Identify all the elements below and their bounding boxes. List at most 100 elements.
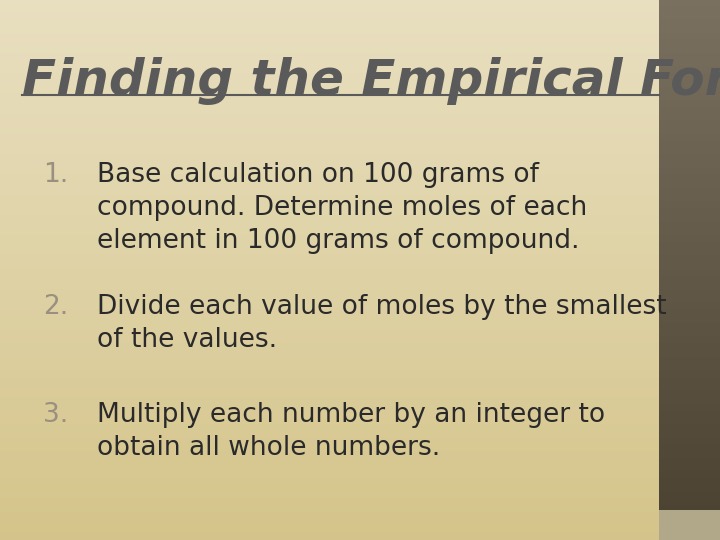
Bar	[0, 471, 659, 480]
Bar	[0, 6, 659, 14]
Bar	[659, 235, 720, 243]
Bar	[0, 424, 659, 432]
Bar	[0, 161, 659, 168]
Bar	[659, 140, 720, 148]
Bar	[0, 329, 659, 338]
Bar	[0, 114, 659, 122]
Bar	[0, 188, 659, 195]
Bar	[659, 114, 720, 122]
Bar	[0, 525, 659, 534]
Bar	[659, 120, 720, 128]
Bar	[0, 296, 659, 303]
Bar	[0, 309, 659, 317]
Bar	[659, 262, 720, 270]
Bar	[659, 208, 720, 216]
Bar	[659, 397, 720, 405]
Bar	[659, 39, 720, 47]
Bar	[0, 60, 659, 68]
Bar	[659, 458, 720, 465]
Bar	[659, 107, 720, 115]
Bar	[659, 370, 720, 378]
Bar	[0, 451, 659, 459]
Bar	[0, 431, 659, 438]
Text: Multiply each number by an integer to
obtain all whole numbers.: Multiply each number by an integer to ob…	[97, 402, 606, 461]
Bar	[0, 215, 659, 222]
Bar	[0, 195, 659, 202]
Bar	[659, 464, 720, 472]
Bar	[0, 53, 659, 60]
Text: Base calculation on 100 grams of
compound. Determine moles of each
element in 10: Base calculation on 100 grams of compoun…	[97, 162, 588, 254]
Text: Divide each value of moles by the smallest
of the values.: Divide each value of moles by the smalle…	[97, 294, 667, 353]
Bar	[0, 262, 659, 270]
Bar	[0, 417, 659, 426]
Bar	[659, 323, 720, 330]
Bar	[659, 134, 720, 141]
Bar	[659, 127, 720, 135]
Bar	[0, 181, 659, 189]
Bar	[0, 167, 659, 176]
Bar	[0, 120, 659, 128]
Bar	[0, 518, 659, 526]
Bar	[659, 471, 720, 480]
Text: Finding the Empirical Formula: Finding the Empirical Formula	[22, 57, 720, 105]
Bar	[0, 32, 659, 40]
Text: 2.: 2.	[43, 294, 68, 320]
Bar	[0, 26, 659, 33]
Bar	[659, 437, 720, 446]
Bar	[659, 221, 720, 229]
Bar	[0, 492, 659, 500]
Bar	[659, 188, 720, 195]
Bar	[0, 357, 659, 364]
Bar	[0, 66, 659, 74]
Bar	[659, 174, 720, 183]
Bar	[659, 26, 720, 33]
Bar	[0, 370, 659, 378]
Bar	[659, 390, 720, 399]
Bar	[0, 208, 659, 216]
Bar	[0, 505, 659, 513]
Bar	[659, 19, 720, 27]
Bar	[659, 329, 720, 338]
Bar	[659, 343, 720, 351]
Bar	[659, 248, 720, 256]
Bar	[0, 154, 659, 162]
Bar	[659, 512, 720, 519]
Bar	[0, 289, 659, 297]
Bar	[659, 80, 720, 87]
Bar	[659, 6, 720, 14]
Bar	[0, 269, 659, 276]
Bar	[659, 363, 720, 372]
Bar	[0, 478, 659, 486]
Bar	[0, 19, 659, 27]
Bar	[659, 505, 720, 513]
Bar	[659, 309, 720, 317]
Bar	[0, 336, 659, 345]
Bar	[659, 451, 720, 459]
Bar	[0, 444, 659, 453]
Bar	[659, 147, 720, 156]
Bar	[0, 221, 659, 229]
Bar	[659, 255, 720, 263]
Bar	[0, 383, 659, 392]
Bar	[659, 518, 720, 526]
Bar	[659, 417, 720, 426]
Bar	[0, 458, 659, 465]
Bar	[659, 444, 720, 453]
Bar	[659, 424, 720, 432]
Bar	[0, 201, 659, 209]
Bar	[0, 404, 659, 411]
Bar	[659, 478, 720, 486]
Bar	[0, 228, 659, 237]
Bar	[659, 383, 720, 392]
Bar	[659, 296, 720, 303]
Bar	[659, 269, 720, 276]
Bar	[659, 485, 720, 492]
Bar	[659, 32, 720, 40]
Bar	[0, 532, 659, 540]
Bar	[659, 161, 720, 168]
Bar	[659, 289, 720, 297]
Bar	[659, 215, 720, 222]
Bar	[659, 242, 720, 249]
Bar	[659, 195, 720, 202]
Bar	[659, 0, 720, 6]
